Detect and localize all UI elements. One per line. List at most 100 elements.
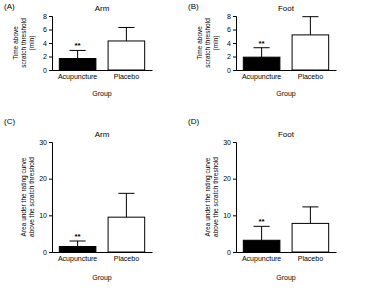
y-tick: 20: [39, 175, 52, 182]
error-line: [310, 17, 311, 35]
tick-label: 0: [227, 249, 231, 256]
y-tick: 2: [227, 53, 236, 60]
y-tick: 4: [227, 40, 236, 47]
tick-label: 20: [39, 175, 47, 182]
tick-label: 30: [223, 139, 231, 146]
y-tick: 8: [43, 13, 52, 20]
tick-label: 4: [43, 40, 47, 47]
y-tick: 10: [39, 212, 52, 219]
title: Foot: [278, 130, 295, 139]
axis-line: [237, 70, 337, 71]
tick-mark: [49, 16, 52, 17]
panel: 0 10 20 30 Acupuncture Placebo ** (D) Foot Group A…: [188, 117, 337, 282]
tick-label: 6: [227, 26, 231, 33]
title: Arm: [95, 4, 110, 13]
y-tick: 20: [223, 175, 236, 182]
x-axis: Acupuncture Placebo: [237, 252, 337, 263]
tick-mark: [233, 43, 236, 44]
tick-mark: [49, 43, 52, 44]
tick-mark: [233, 215, 236, 216]
error-bar: [254, 48, 270, 57]
axis-line: [49, 17, 53, 71]
tick-label: 2: [227, 53, 231, 60]
bar: [292, 35, 329, 70]
tick-mark: [233, 16, 236, 17]
y-label: (min): [212, 36, 220, 51]
y-label: Area under the rating curve: [204, 157, 212, 236]
x-axis: Acupuncture Placebo: [237, 70, 337, 81]
tick-label: Acupuncture: [242, 73, 281, 81]
bar: [108, 41, 145, 70]
title: Arm: [95, 130, 110, 139]
y-label: scratch threshold: [20, 18, 27, 68]
y-tick: 30: [223, 139, 236, 146]
y-tick: 30: [39, 139, 52, 146]
x-tick: Placebo: [114, 70, 139, 80]
tick-label: Acupuncture: [242, 255, 281, 263]
x-label: Group: [276, 274, 296, 282]
bar: [243, 240, 280, 252]
annotation: **: [258, 39, 265, 48]
tick-mark: [49, 252, 52, 253]
bar: [108, 217, 145, 252]
error-line: [77, 50, 78, 58]
y-tick: 10: [223, 212, 236, 219]
error-bar: [302, 17, 318, 35]
tick-label: 8: [43, 13, 47, 20]
tick-label: 2: [43, 53, 47, 60]
axis-line: [233, 143, 237, 253]
error-line: [310, 207, 311, 224]
x-label: Group: [276, 90, 296, 98]
y-tick: 6: [43, 26, 52, 33]
y-label: scratch threshold: [204, 18, 211, 68]
panel-label: (D): [188, 117, 199, 126]
y-label: (min): [28, 36, 36, 51]
bar: [243, 57, 280, 70]
tick-mark: [233, 57, 236, 58]
x-tick: Acupuncture: [242, 70, 281, 81]
tick-mark: [233, 30, 236, 31]
error-cap: [302, 206, 318, 207]
x-tick: Acupuncture: [242, 252, 281, 263]
tick-label: 10: [223, 212, 231, 219]
panel-label: (B): [188, 2, 199, 11]
axis-line: [49, 143, 53, 253]
x-axis: AcupuncturePlacebo: [53, 252, 153, 263]
panel: 02468AcupuncturePlacebo**(A)ArmGroupTime…: [4, 2, 153, 98]
error-cap: [302, 16, 318, 17]
plot-area: [243, 207, 328, 252]
x-tick: Placebo: [298, 70, 323, 80]
x-label: Group: [92, 274, 112, 282]
x-tick: Placebo: [298, 252, 323, 262]
error-line: [261, 226, 262, 240]
error-cap: [118, 27, 134, 28]
tick-mark: [233, 252, 236, 253]
y-axis: 0 10 20 30: [223, 139, 236, 256]
y-axis: 0102030: [39, 139, 52, 256]
y-label: above the scratch threshold: [28, 157, 35, 237]
error-bar: [70, 50, 86, 58]
axis-line: [233, 17, 237, 71]
x-tick: Acupuncture: [58, 70, 97, 81]
y-tick: 0: [227, 249, 236, 256]
annotation: **: [74, 232, 81, 241]
tick-mark: [49, 57, 52, 58]
x-label: Group: [92, 90, 112, 98]
y-label: above the scratch threshold: [212, 157, 219, 237]
x-tick: Placebo: [114, 252, 139, 262]
annotation: **: [258, 217, 265, 226]
y-label: Area under the rating curve: [20, 157, 28, 236]
error-bar: [302, 207, 318, 224]
panel: 02468AcupuncturePlacebo**(B)FootGroupTim…: [188, 2, 337, 98]
error-line: [126, 27, 127, 40]
tick-label: Placebo: [114, 73, 139, 80]
tick-mark: [233, 70, 236, 71]
tick-label: Placebo: [114, 255, 139, 262]
figure: 02468AcupuncturePlacebo**(A)ArmGroupTime…: [0, 0, 370, 291]
tick-label: 0: [43, 67, 47, 74]
y-axis: 02468: [227, 13, 236, 74]
tick-mark: [233, 179, 236, 180]
y-tick: 0: [43, 67, 52, 74]
y-tick: 2: [43, 53, 52, 60]
error-bar: [118, 193, 134, 217]
